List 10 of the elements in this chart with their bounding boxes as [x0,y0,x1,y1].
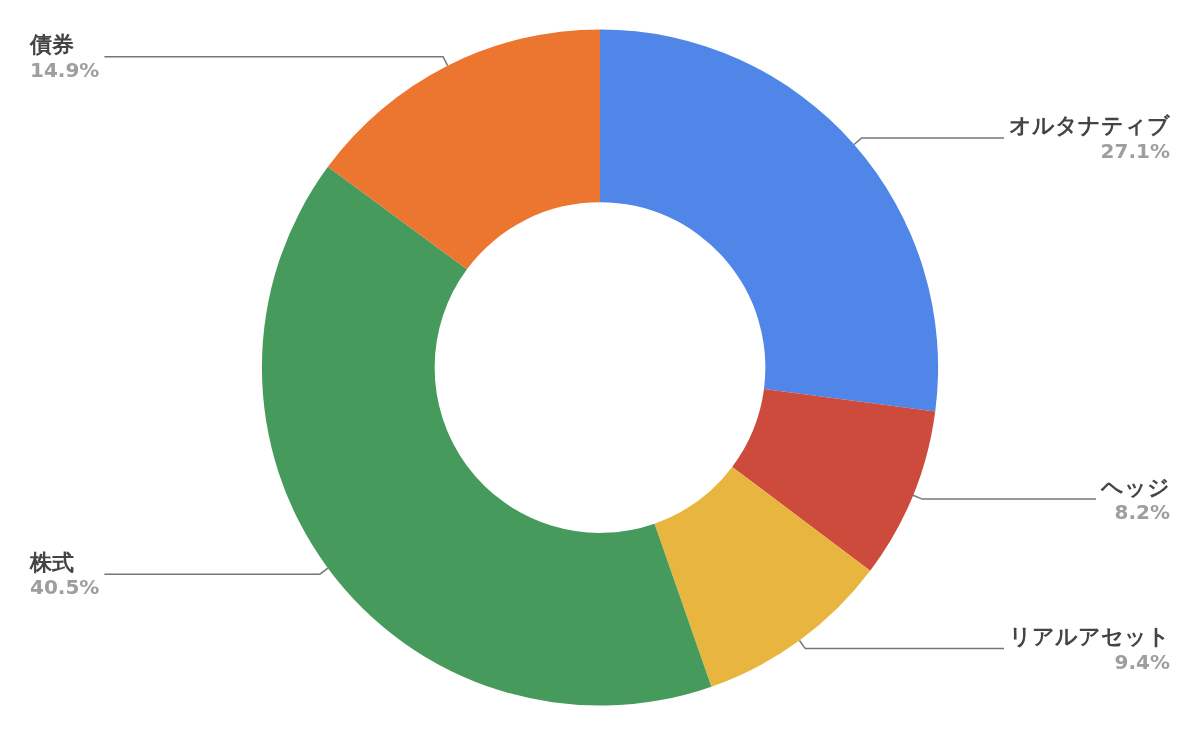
data-label: 14.9% [30,57,100,82]
slice-label: オルタナティブ [1009,113,1171,139]
slice-label: ヘッジ [1100,474,1170,500]
data-label: 27.1% [1100,138,1170,163]
slice-label: 債券 [29,32,74,58]
data-label: 8.2% [1114,500,1170,525]
slice-label: 株式 [29,549,74,575]
slice-label: リアルアセット [1009,624,1170,650]
data-label: 9.4% [1114,649,1170,674]
data-label: 40.5% [30,575,100,600]
